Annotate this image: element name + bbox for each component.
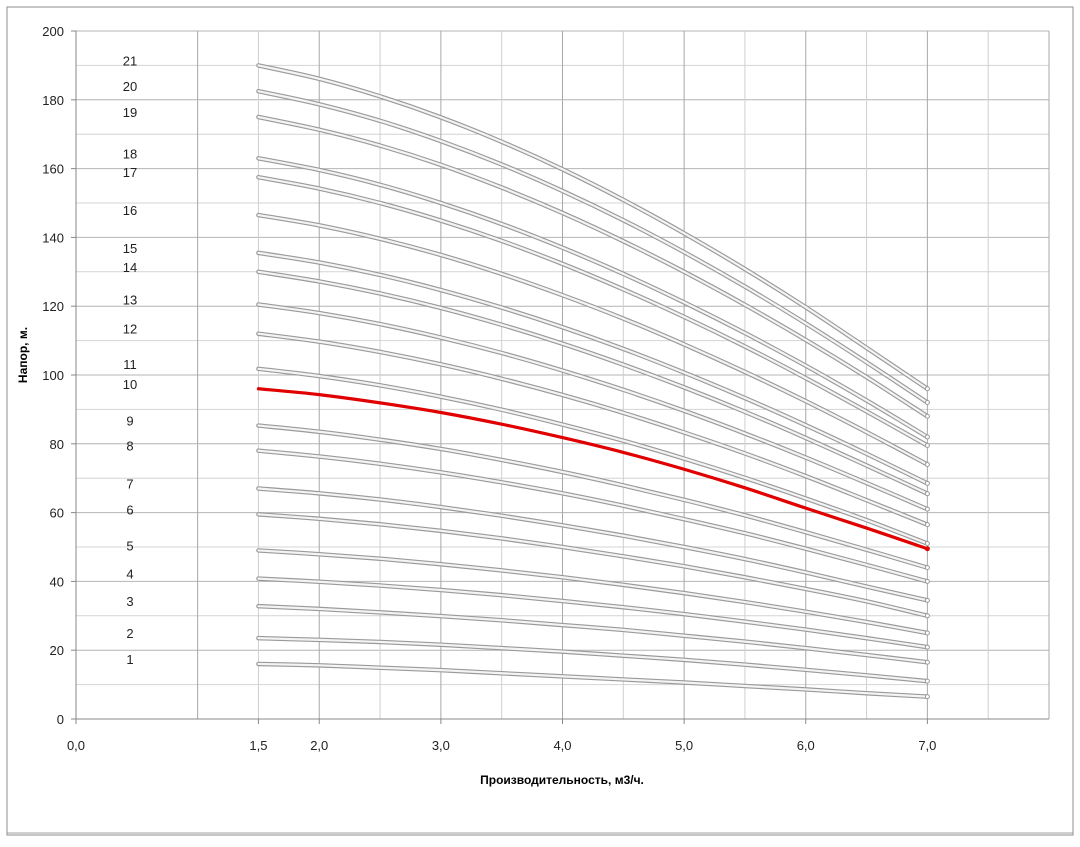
curve-end-point-19 bbox=[924, 413, 930, 419]
x-tick-label: 1,5 bbox=[249, 738, 267, 753]
curve-end-point-13 bbox=[924, 506, 930, 512]
curve-label-14: 14 bbox=[123, 260, 137, 275]
curve-14 bbox=[257, 270, 929, 495]
curve-label-5: 5 bbox=[126, 538, 133, 553]
curve-7 bbox=[257, 487, 929, 602]
curve-18 bbox=[257, 157, 929, 439]
curve-label-4: 4 bbox=[126, 567, 133, 582]
curve-2 bbox=[257, 637, 929, 683]
curve-label-6: 6 bbox=[126, 502, 133, 517]
curve-end-point-1 bbox=[924, 694, 930, 700]
curve-label-3: 3 bbox=[126, 594, 133, 609]
curve-12 bbox=[257, 332, 929, 526]
y-tick-label: 80 bbox=[50, 437, 64, 452]
curve-9 bbox=[257, 424, 929, 569]
curve-end-point-7 bbox=[924, 597, 930, 603]
curve-end-point-6 bbox=[924, 613, 930, 619]
y-tick-label: 40 bbox=[50, 574, 64, 589]
curve-end-point-12 bbox=[924, 522, 930, 528]
curve-3 bbox=[257, 605, 929, 664]
curve-label-2: 2 bbox=[126, 626, 133, 641]
curve-label-17: 17 bbox=[123, 165, 137, 180]
curve-end-point-21 bbox=[924, 386, 930, 392]
curve-5 bbox=[257, 549, 929, 635]
curve-label-13: 13 bbox=[123, 292, 137, 307]
curves bbox=[256, 63, 930, 700]
curve-label-10: 10 bbox=[123, 377, 137, 392]
curve-label-18: 18 bbox=[123, 146, 137, 161]
curve-label-16: 16 bbox=[123, 203, 137, 218]
x-tick-label: 3,0 bbox=[432, 738, 450, 753]
x-axis-label: Производительность, м3/ч. bbox=[480, 773, 644, 787]
curve-20 bbox=[257, 90, 929, 404]
curve-label-19: 19 bbox=[123, 105, 137, 120]
curve-end-point-9 bbox=[924, 565, 930, 571]
curve-15 bbox=[257, 251, 929, 485]
curve-end-point-11 bbox=[924, 541, 930, 547]
curve-label-7: 7 bbox=[126, 477, 133, 492]
x-tick-label: 5,0 bbox=[675, 738, 693, 753]
curve-label-11: 11 bbox=[123, 357, 137, 372]
curve-end-point-18 bbox=[924, 434, 930, 440]
y-tick-label: 160 bbox=[42, 162, 64, 177]
curve-1 bbox=[257, 662, 929, 698]
x-tick-label: 7,0 bbox=[918, 738, 936, 753]
curve-end-point-15 bbox=[924, 480, 930, 486]
curve-label-9: 9 bbox=[126, 414, 133, 429]
curve-17 bbox=[257, 176, 929, 447]
x-tick-label: 4,0 bbox=[553, 738, 571, 753]
curve-end-point-10 bbox=[924, 546, 930, 552]
curve-21 bbox=[257, 64, 929, 390]
curve-16 bbox=[257, 213, 929, 466]
curve-label-12: 12 bbox=[123, 322, 137, 337]
curve-label-20: 20 bbox=[123, 79, 137, 94]
curve-label-15: 15 bbox=[123, 241, 137, 256]
y-tick-label: 200 bbox=[42, 24, 64, 39]
curve-end-point-8 bbox=[924, 578, 930, 584]
curve-label-8: 8 bbox=[126, 439, 133, 454]
y-tick-label: 100 bbox=[42, 368, 64, 383]
curve-end-point-17 bbox=[924, 443, 930, 449]
curve-end-point-5 bbox=[924, 630, 930, 636]
curve-label-1: 1 bbox=[126, 652, 133, 667]
curve-6 bbox=[257, 513, 929, 617]
y-axis-label: Напор, м. bbox=[16, 327, 30, 383]
curve-end-point-4 bbox=[924, 644, 930, 650]
curve-end-point-14 bbox=[924, 491, 930, 497]
curve-label-21: 21 bbox=[123, 53, 137, 68]
y-tick-label: 140 bbox=[42, 230, 64, 245]
curve-19 bbox=[257, 115, 929, 418]
x-tick-label: 2,0 bbox=[310, 738, 328, 753]
curve-4 bbox=[257, 577, 929, 649]
y-tick-label: 120 bbox=[42, 299, 64, 314]
curve-end-point-2 bbox=[924, 678, 930, 684]
x-tick-label: 0,0 bbox=[67, 738, 85, 753]
y-tick-label: 180 bbox=[42, 93, 64, 108]
curve-end-point-16 bbox=[924, 461, 930, 467]
curve-8 bbox=[257, 449, 929, 583]
x-tick-label: 6,0 bbox=[797, 738, 815, 753]
y-tick-label: 60 bbox=[50, 506, 64, 521]
curve-end-point-20 bbox=[924, 400, 930, 406]
y-tick-label: 0 bbox=[57, 712, 64, 727]
curve-10-highlighted bbox=[256, 387, 929, 551]
curve-11 bbox=[257, 367, 929, 545]
curve-13 bbox=[257, 303, 929, 511]
curve-end-point-3 bbox=[924, 659, 930, 665]
y-tick-label: 20 bbox=[50, 643, 64, 658]
